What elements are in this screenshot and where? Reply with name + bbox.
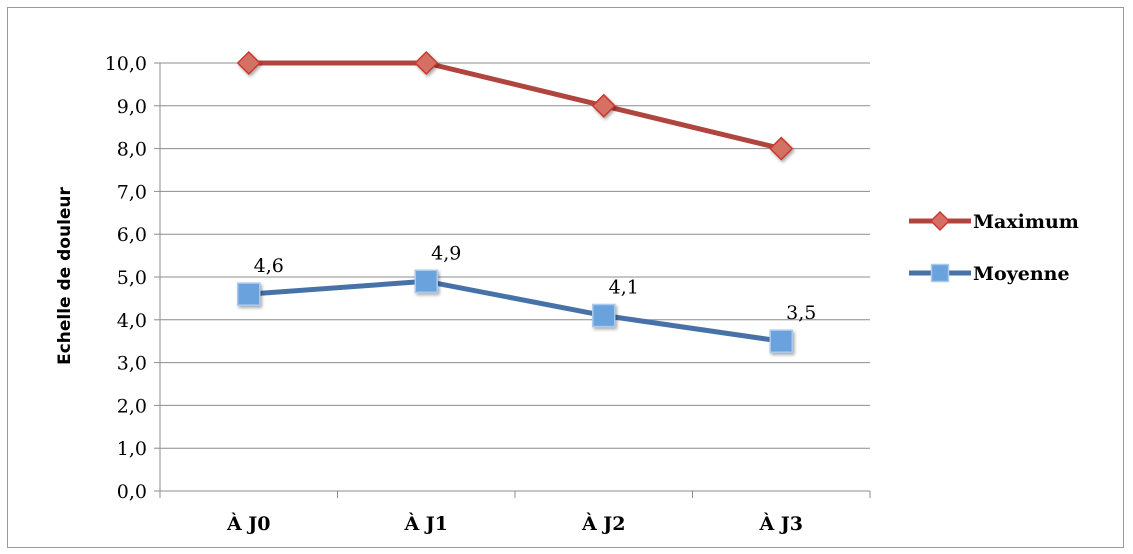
legend-item-maximum: Maximum xyxy=(909,210,1079,233)
x-category-label: À J2 xyxy=(581,512,626,535)
x-category-label: À J3 xyxy=(758,512,803,535)
data-label-moyenne: 4,6 xyxy=(254,255,284,277)
data-point-maximum xyxy=(236,50,261,76)
y-tick-label: 0,0 xyxy=(117,481,147,503)
x-category-label: À J1 xyxy=(403,512,448,535)
series-line-maximum xyxy=(246,60,784,152)
data-label-moyenne: 4,9 xyxy=(431,242,461,264)
legend-item-moyenne: Moyenne xyxy=(909,263,1070,285)
data-point-maximum xyxy=(414,50,439,76)
x-category-label: À J0 xyxy=(226,512,271,535)
data-point-moyenne xyxy=(237,282,261,306)
legend-marker xyxy=(929,210,951,232)
y-tick-label: 5,0 xyxy=(117,267,147,289)
y-tick-label: 1,0 xyxy=(117,438,147,460)
y-tick-label: 3,0 xyxy=(117,353,147,375)
legend-label: Moyenne xyxy=(973,263,1070,285)
data-point-moyenne xyxy=(769,329,793,353)
data-point-maximum xyxy=(591,93,616,118)
y-tick-label: 10,0 xyxy=(105,53,147,75)
data-point-maximum xyxy=(769,136,794,161)
y-tick-label: 4,0 xyxy=(117,310,147,332)
y-tick-label: 7,0 xyxy=(117,181,147,203)
legend-label: Maximum xyxy=(973,211,1079,233)
y-tick-label: 6,0 xyxy=(117,224,147,246)
data-label-moyenne: 3,5 xyxy=(786,302,816,324)
y-tick-label: 9,0 xyxy=(117,96,147,118)
legend-marker xyxy=(930,263,950,283)
data-point-moyenne xyxy=(592,303,616,328)
series-line-moyenne xyxy=(246,278,784,344)
y-axis-title: Echelle de douleur xyxy=(55,186,75,364)
y-tick-label: 2,0 xyxy=(117,395,147,417)
y-tick-label: 8,0 xyxy=(117,139,147,161)
data-label-moyenne: 4,1 xyxy=(609,277,639,299)
data-point-moyenne xyxy=(414,269,438,294)
